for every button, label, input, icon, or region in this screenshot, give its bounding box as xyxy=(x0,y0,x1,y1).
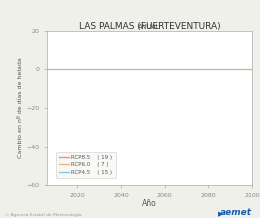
Text: ▶: ▶ xyxy=(218,211,224,217)
Y-axis label: Cambio en nº de días de helada: Cambio en nº de días de helada xyxy=(18,58,23,158)
Text: aemet: aemet xyxy=(220,208,252,217)
Title: LAS PALMAS (FUERTEVENTURA): LAS PALMAS (FUERTEVENTURA) xyxy=(79,22,220,31)
Text: ANUAL: ANUAL xyxy=(138,24,161,30)
Legend: RCP8.5    ( 19 ), RCP6.0    ( 7 ), RCP4.5    ( 15 ): RCP8.5 ( 19 ), RCP6.0 ( 7 ), RCP4.5 ( 15… xyxy=(56,152,116,178)
X-axis label: Año: Año xyxy=(142,199,157,208)
Text: © Agencia Estatal de Meteorología: © Agencia Estatal de Meteorología xyxy=(5,213,82,217)
